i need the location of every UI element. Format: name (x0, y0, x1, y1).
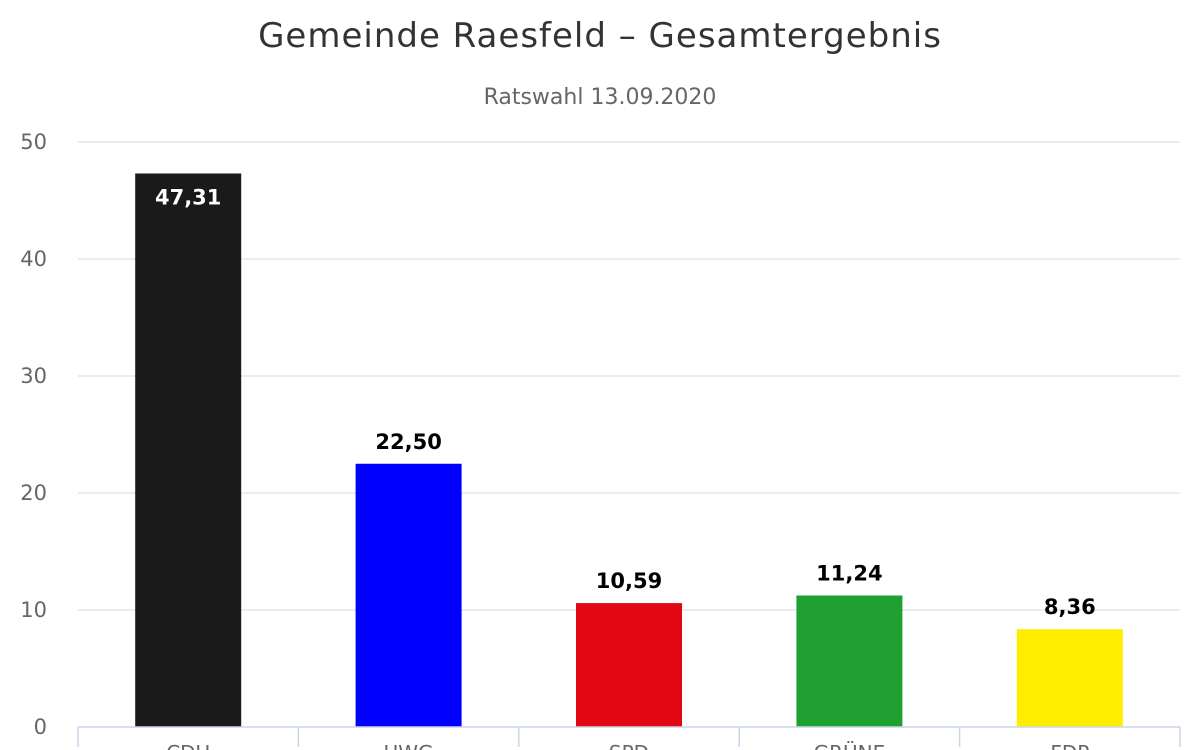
gridlines (78, 141, 1180, 611)
bar-spd[interactable] (576, 603, 682, 727)
x-axis: CDU UWG SPD GRÜNE FDP (77, 726, 1181, 750)
y-tick-label: 50 (20, 130, 47, 154)
bar-uwg[interactable] (355, 463, 462, 727)
data-label: 47,31 (155, 185, 221, 209)
data-label: 8,36 (1044, 595, 1096, 619)
x-tick-label: SPD (609, 741, 649, 750)
y-tick-label: 10 (20, 598, 47, 622)
bar-grüne[interactable] (796, 595, 903, 727)
bar-fdp[interactable] (1016, 629, 1123, 727)
bars (135, 173, 1123, 727)
data-label: 22,50 (375, 430, 441, 454)
x-tick-label: FDP (1050, 741, 1089, 750)
x-tick-label: CDU (166, 741, 210, 750)
bar-cdu[interactable] (135, 173, 242, 727)
data-label: 11,24 (816, 561, 882, 585)
data-label: 10,59 (596, 569, 662, 593)
x-tick-label: GRÜNE (814, 741, 886, 750)
y-axis: 0 10 20 30 40 50 (20, 130, 47, 739)
x-tick-label: UWG (384, 741, 434, 750)
y-tick-label: 40 (20, 247, 47, 271)
chart-subtitle: Ratswahl 13.09.2020 (484, 85, 717, 110)
chart-title: Gemeinde Raesfeld – Gesamtergebnis (258, 16, 942, 56)
y-tick-label: 20 (20, 481, 47, 505)
y-tick-label: 0 (34, 715, 47, 739)
data-labels: 47,31 22,50 10,59 11,24 8,36 (155, 185, 1096, 619)
y-tick-label: 30 (20, 364, 47, 388)
